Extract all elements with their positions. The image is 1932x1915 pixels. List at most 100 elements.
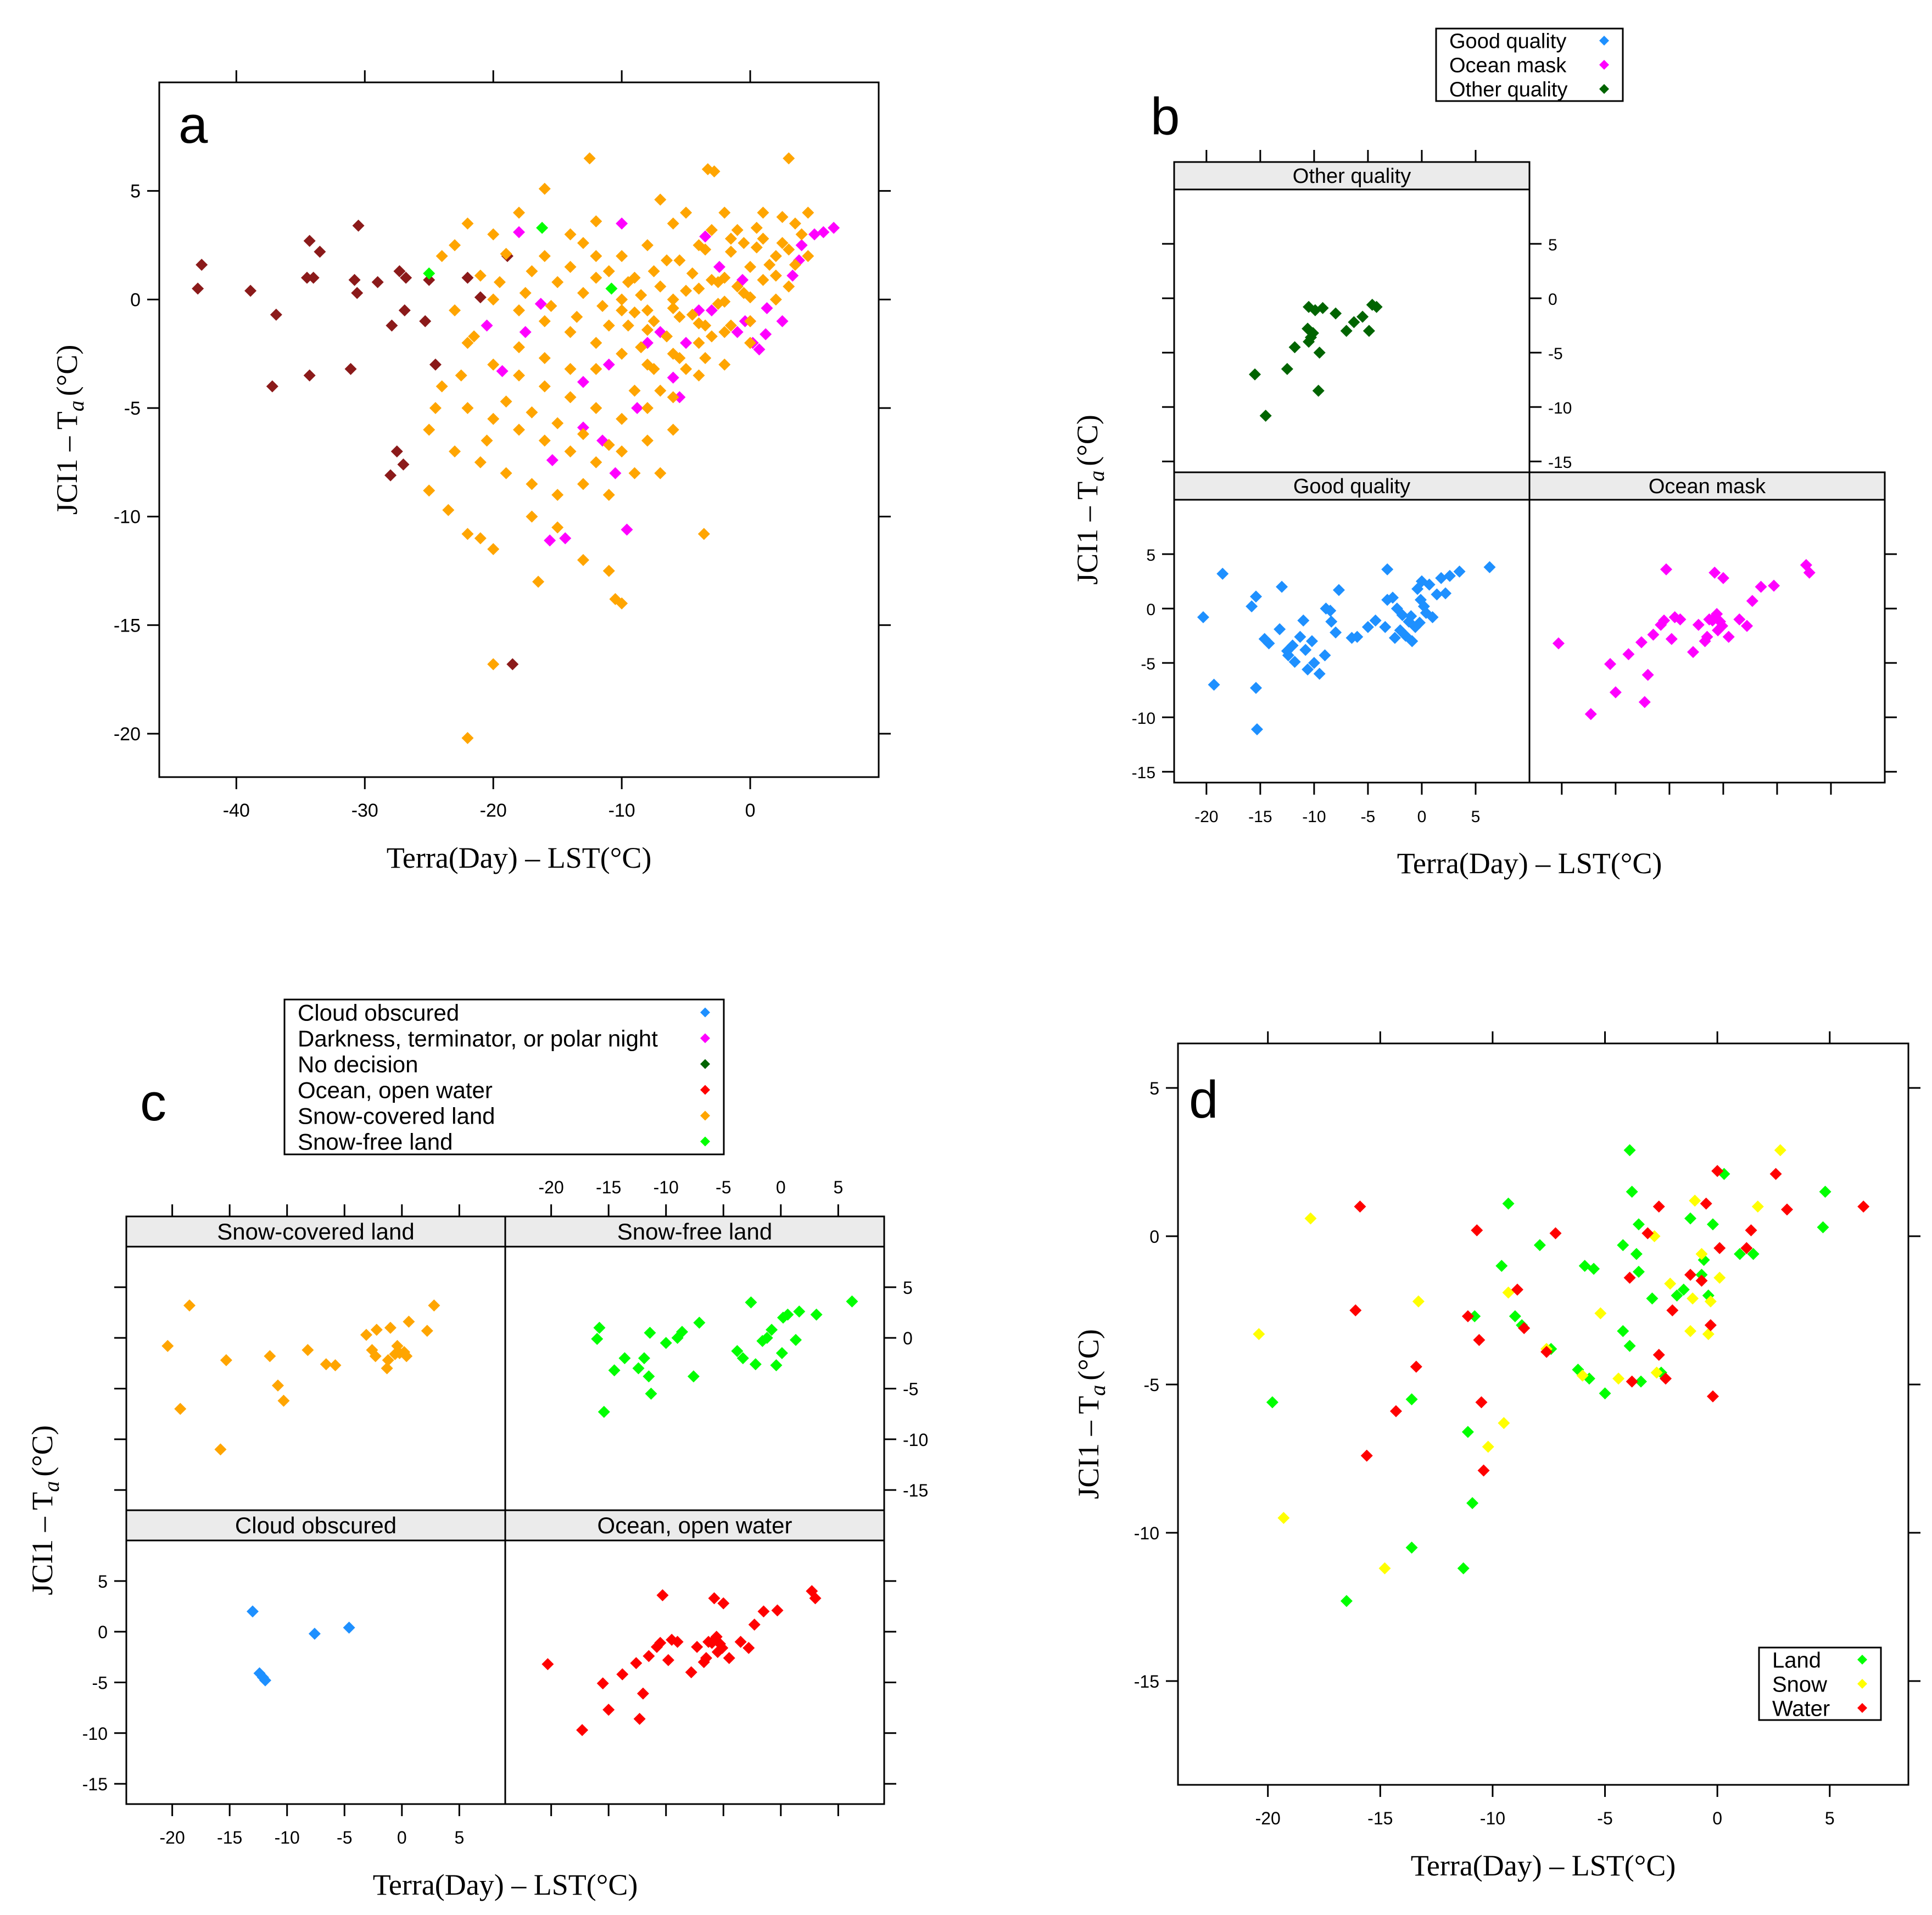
series-3-point-35	[693, 337, 705, 349]
panel-title: Good quality	[1293, 475, 1410, 498]
panel-strip	[125, 1215, 506, 1248]
panel-0-point-4	[220, 1354, 232, 1366]
series-3-point-142	[647, 265, 660, 277]
panel-2-point-32	[1755, 580, 1767, 593]
y-tick-label: -15	[1132, 764, 1155, 782]
legend-label: Darkness, terminator, or polar night	[298, 1026, 658, 1052]
y-axis-label-sub: a	[1084, 471, 1109, 482]
panel-2-point-22	[1708, 566, 1721, 579]
y-tick-label: 5	[130, 181, 141, 202]
series-3-point-1	[538, 182, 551, 195]
series-3-point-138	[545, 300, 557, 312]
series-3-point-89	[661, 254, 673, 267]
series-0-point-17	[1588, 1263, 1600, 1275]
y-tick-label: 0	[130, 289, 141, 310]
series-2-point-37	[699, 230, 712, 243]
series-3-point-127	[628, 384, 641, 397]
y-axis-label: JCI1 – Ta (°C)	[26, 1425, 64, 1595]
series-2-point-8	[602, 358, 615, 371]
panel-2-point-7	[1641, 668, 1654, 681]
series-0-point-24	[384, 469, 397, 482]
y-axis-label-main: JCI1 – T	[1072, 1396, 1105, 1499]
legend-marker	[700, 1136, 710, 1147]
series-3-point-144	[699, 243, 712, 256]
panel-2-point-16	[1692, 618, 1705, 631]
series-3-point-96	[750, 241, 763, 254]
series-3-point-153	[564, 228, 577, 241]
panel-0-point-16	[382, 1354, 394, 1366]
series-1-point-2	[423, 267, 435, 280]
panel-1-point-4	[1250, 590, 1263, 603]
panel-3-point-10	[654, 1637, 667, 1649]
panel-0-point-13	[369, 1350, 382, 1363]
series-3-point-160	[616, 304, 628, 317]
panel-frame	[125, 1246, 506, 1511]
series-0-point-8	[1495, 1260, 1508, 1272]
y-axis-label-unit: (°C)	[1071, 415, 1104, 466]
strip-panel-1: Good quality	[1173, 471, 1531, 784]
series-3-point-136	[493, 276, 506, 288]
panel-1-point-52	[1439, 587, 1452, 600]
series-0-point-25	[461, 271, 474, 284]
series-3-point-71	[423, 484, 435, 497]
panel-0-point-8	[301, 1344, 314, 1356]
x-tick-label: 0	[1417, 808, 1427, 826]
panel-0-point-24	[421, 1325, 433, 1337]
series-2-point-6	[1471, 1224, 1483, 1237]
series-3-point-133	[429, 401, 442, 414]
series-3-point-155	[705, 224, 718, 236]
x-axis-label: Terra(Day) – LST(°C)	[1411, 1849, 1676, 1882]
y-tick-label: -15	[1548, 454, 1572, 472]
series-3-point-17	[564, 261, 577, 273]
panel-1-point-35	[1388, 632, 1401, 644]
panel-0-point-11	[360, 1328, 372, 1341]
series-2-point-29	[1745, 1224, 1757, 1237]
series-2-point-9	[1477, 1464, 1490, 1477]
panel-1-point-8	[645, 1387, 657, 1400]
panel-2-point-1	[1584, 708, 1597, 721]
series-3-point-105	[474, 269, 487, 282]
series-3-point-126	[602, 439, 615, 451]
panel-1-point-5	[1250, 682, 1263, 694]
y-tick-label: -5	[1144, 1375, 1159, 1395]
series-2-point-12	[680, 337, 693, 349]
series-0-point-31	[1677, 1283, 1690, 1296]
panel-0-point-18	[1370, 300, 1383, 313]
series-2-point-0	[513, 226, 525, 238]
series-3-point-57	[590, 456, 602, 468]
panel-1-point-2	[598, 1405, 610, 1418]
series-0-point-13	[393, 265, 406, 277]
x-tick-label: 0	[1712, 1808, 1722, 1828]
series-0-point-21	[344, 362, 357, 375]
series-2-point-20	[786, 269, 799, 282]
series-1-point-11	[1612, 1372, 1625, 1385]
series-0-point-11	[351, 287, 364, 299]
series-2-point-11	[631, 401, 644, 414]
y-tick-label: -5	[92, 1673, 108, 1693]
series-3-point-172	[769, 269, 782, 282]
series-3-point-67	[577, 478, 589, 490]
x-tick-label: 5	[454, 1828, 464, 1847]
panel-0-point-14	[1348, 316, 1360, 328]
series-2-point-23	[817, 226, 830, 238]
series-3-point-59	[641, 434, 654, 447]
y-tick-label: 5	[98, 1572, 108, 1592]
series-3-point-99	[789, 259, 801, 271]
series-0-point-12	[1533, 1239, 1546, 1252]
series-3-point-111	[673, 352, 686, 365]
panel-1-point-7	[643, 1370, 655, 1383]
panel-3-point-1	[576, 1724, 589, 1737]
series-3-point-154	[680, 206, 693, 219]
panel-1-point-3	[1246, 600, 1258, 613]
series-3-point-28	[513, 304, 525, 317]
series-3-point-37	[744, 315, 757, 327]
series-3-point-139	[571, 310, 583, 323]
series-3-point-122	[500, 395, 512, 408]
x-tick-label: -5	[716, 1177, 731, 1197]
panel-0-point-15	[1356, 310, 1369, 323]
series-3-point-62	[449, 445, 461, 458]
panel-1-point-23	[775, 1347, 788, 1359]
series-3-point-95	[738, 237, 750, 249]
series-2-point-20	[1666, 1304, 1679, 1316]
